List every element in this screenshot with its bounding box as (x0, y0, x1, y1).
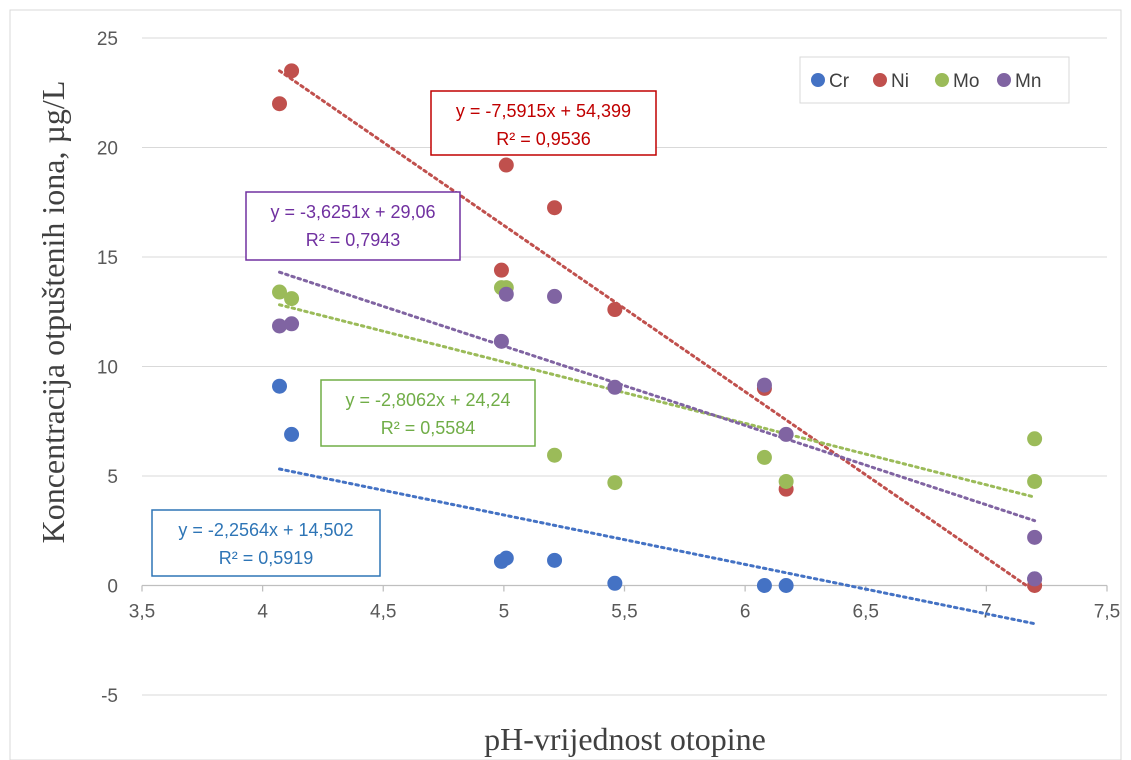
point-ni (272, 96, 288, 112)
x-tick-label: 7 (981, 602, 992, 623)
point-mn (284, 316, 300, 332)
trendline-r-squared: R² = 0,9536 (496, 129, 591, 149)
equation-box-border (245, 191, 461, 261)
point-ni (547, 200, 563, 216)
point-cr (272, 378, 288, 394)
equation-box-border (430, 90, 657, 156)
point-mn (498, 286, 514, 302)
legend-entry-cr: Cr (811, 71, 850, 92)
y-tick-labels: -5 0 5 10 15 20 25 (97, 29, 118, 707)
point-mn (778, 426, 794, 442)
trendlines (278, 69, 1037, 626)
point-mo (778, 473, 794, 489)
equation-box-ni: y = -7,5915x + 54,399 R² = 0,9536 (430, 90, 657, 156)
point-mn (1027, 571, 1043, 587)
trendline-r-squared: R² = 0,5919 (219, 548, 314, 568)
point-mn (272, 318, 288, 334)
x-tick-label: 6,5 (853, 602, 879, 623)
legend-label: Mo (953, 71, 979, 92)
equation-box-mo: y = -2,8062x + 24,24 R² = 0,5584 (320, 379, 536, 447)
trendline-equation: y = -7,5915x + 54,399 (456, 101, 631, 121)
point-mn (607, 379, 623, 395)
equation-box-cr: y = -2,2564x + 14,502 R² = 0,5919 (151, 509, 381, 577)
legend-marker (935, 73, 949, 87)
x-tick-label: 5,5 (611, 602, 637, 623)
trendline-equation: y = -3,6251x + 29,06 (270, 202, 435, 222)
point-mn (756, 377, 772, 393)
y-tick-label: 20 (97, 139, 118, 160)
point-mo (547, 447, 563, 463)
point-cr (547, 552, 563, 568)
equation-box-mn: y = -3,6251x + 29,06 R² = 0,7943 (245, 191, 461, 261)
trendline-cr (278, 467, 1037, 626)
point-ni (493, 262, 509, 278)
legend-entry-ni: Ni (873, 71, 909, 92)
y-tick-label: 5 (107, 467, 118, 488)
legend-label: Cr (829, 71, 850, 92)
y-axis-title: Koncentracija otpuštenih iona, µg/L (35, 81, 71, 544)
point-mo (1027, 431, 1043, 447)
legend-entry-mn: Mn (997, 71, 1041, 92)
point-mn (1027, 529, 1043, 545)
y-tick-label: 0 (107, 577, 118, 598)
y-tick-label: 10 (97, 358, 118, 379)
point-cr (778, 578, 794, 593)
point-mo (272, 284, 288, 300)
trendline-mo (278, 303, 1037, 499)
point-ni (607, 302, 623, 318)
point-mo (1027, 473, 1043, 489)
x-axis-title: pH-vrijednost otopine (484, 721, 766, 757)
legend-box (799, 56, 1070, 104)
trendline-mn (278, 270, 1037, 523)
legend-label: Mn (1015, 71, 1041, 92)
legend-entry-mo: Mo (935, 71, 979, 92)
x-tick-label: 7,5 (1094, 602, 1120, 623)
y-tick-label: 25 (97, 29, 118, 50)
trendline-equation: y = -2,8062x + 24,24 (345, 390, 510, 410)
legend: Cr Ni Mo Mn (799, 56, 1070, 104)
legend-marker (873, 73, 887, 87)
legend-marker (811, 73, 825, 87)
trendline-equation: y = -2,2564x + 14,502 (178, 520, 353, 540)
point-cr (607, 575, 623, 591)
point-mn (547, 288, 563, 304)
y-tick-label: -5 (101, 686, 118, 707)
point-cr (756, 578, 772, 593)
legend-marker (997, 73, 1011, 87)
point-mn (493, 333, 509, 349)
legend-label: Ni (891, 71, 909, 92)
x-tick-label: 3,5 (129, 602, 155, 623)
point-ni (498, 157, 514, 173)
point-cr (284, 426, 300, 442)
x-tick-label: 4 (257, 602, 268, 623)
y-tick-label: 15 (97, 248, 118, 269)
point-mo (756, 449, 772, 465)
trendline-ni (278, 69, 1037, 593)
point-mo (607, 475, 623, 491)
point-mo (284, 291, 300, 307)
trendline-r-squared: R² = 0,5584 (381, 418, 476, 438)
data-points (272, 63, 1043, 593)
trendline-r-squared: R² = 0,7943 (306, 230, 401, 250)
x-tick-labels: 3,5 4 4,5 5 5,5 6 6,5 7 7,5 (129, 602, 1120, 623)
equation-box-border (320, 379, 536, 447)
equation-box-border (151, 509, 381, 577)
trendline-equations: y = -2,2564x + 14,502 R² = 0,5919 y = -7,5… (151, 90, 657, 577)
x-tick-label: 4,5 (370, 602, 396, 623)
point-cr (498, 550, 514, 566)
x-tick-label: 5 (499, 602, 510, 623)
point-ni (284, 63, 300, 79)
x-tick-label: 6 (740, 602, 751, 623)
